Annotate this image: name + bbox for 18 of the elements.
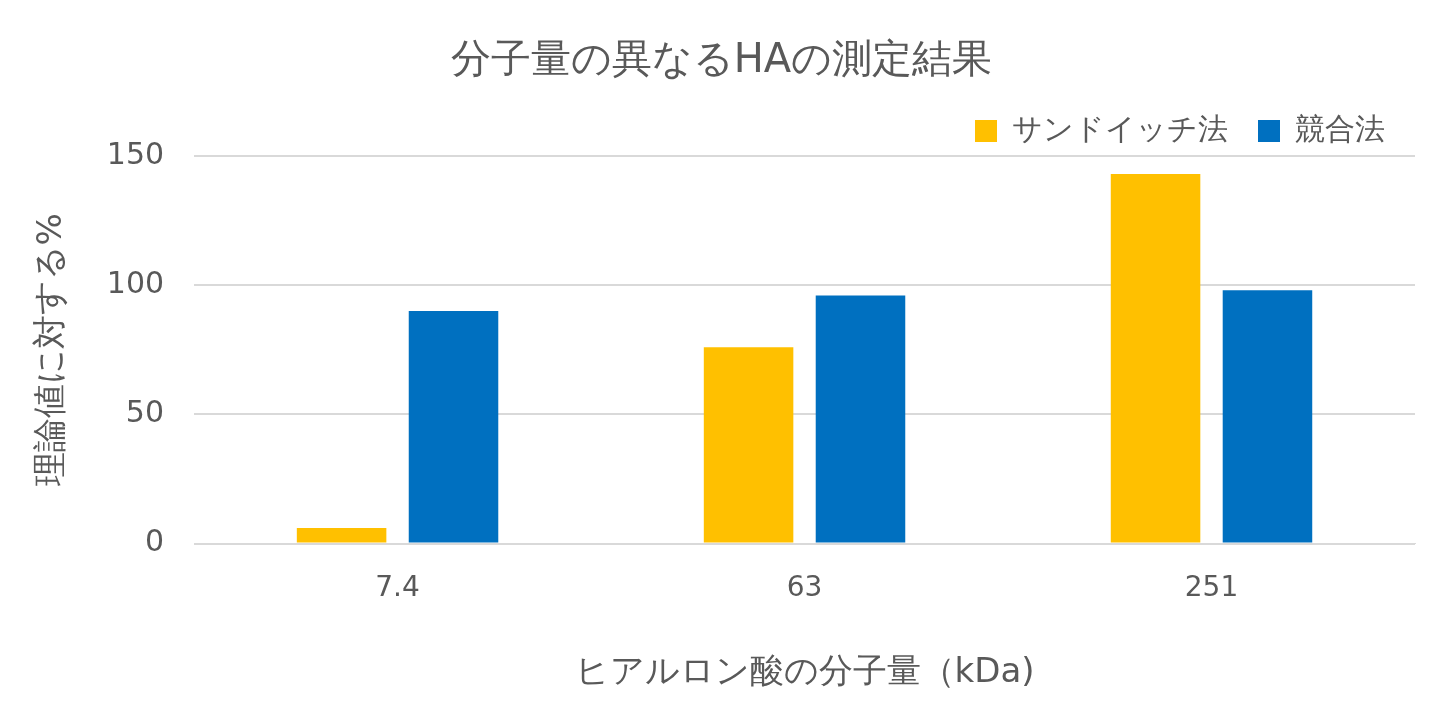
x-axis-title: ヒアルロン酸の分子量（kDa) <box>574 650 1035 691</box>
y-tick-label: 100 <box>106 265 165 300</box>
legend-label: 競合法 <box>1295 110 1385 146</box>
bar <box>296 528 387 543</box>
bar <box>1222 290 1313 543</box>
bar <box>1110 174 1201 543</box>
y-axis-title: 理論値に対する% <box>29 213 70 487</box>
bar <box>815 295 906 543</box>
legend-label: サンドイッチ法 <box>1012 110 1228 146</box>
x-tick-label: 7.4 <box>375 569 420 603</box>
chart-title: 分子量の異なるHAの測定結果 <box>450 35 993 82</box>
x-tick-label: 63 <box>786 569 823 603</box>
y-tick-label: 150 <box>106 135 165 171</box>
y-tick-label: 50 <box>125 394 165 430</box>
bar <box>408 311 499 543</box>
y-tick-label: 0 <box>144 523 165 559</box>
bar <box>703 347 794 543</box>
x-tick-label: 251 <box>1184 569 1239 603</box>
